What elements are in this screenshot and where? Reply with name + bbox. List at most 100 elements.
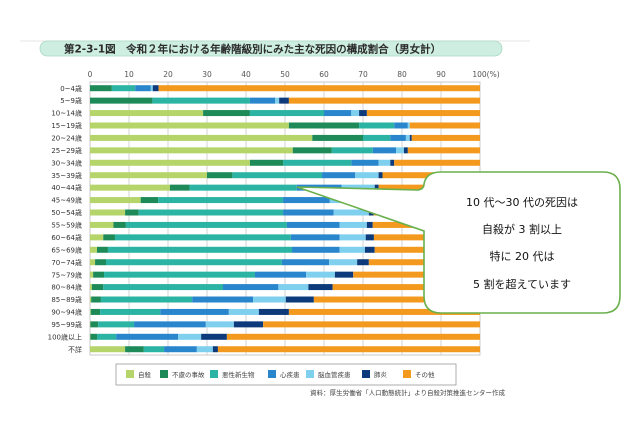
bar-segment xyxy=(90,321,98,327)
bar-segment xyxy=(115,234,291,240)
bar-segment xyxy=(91,309,100,315)
bar-segment xyxy=(340,222,367,228)
bar-segment xyxy=(218,346,480,352)
bar-segment xyxy=(90,160,250,166)
bar-segment xyxy=(90,284,92,290)
y-tick-label: 60~64歳 xyxy=(51,233,82,242)
bar-segment xyxy=(340,247,365,253)
x-tick-label: 0 xyxy=(88,70,93,79)
bar-row xyxy=(90,147,480,153)
legend-swatch xyxy=(306,370,314,378)
y-tick-label: 25~29歳 xyxy=(51,146,82,155)
bar-segment xyxy=(259,309,289,315)
bar-segment xyxy=(250,98,275,104)
bar-segment xyxy=(286,297,314,303)
bar-segment xyxy=(90,172,207,178)
bar-segment xyxy=(278,284,308,290)
bar-segment xyxy=(97,334,116,340)
callout-bubble: 10 代～30 代の死因は 自殺が 3 割以上 特に 20 代は 5 割を超えて… xyxy=(297,172,620,313)
legend-label: 悪性新生物 xyxy=(222,370,255,379)
bar-segment xyxy=(189,185,296,191)
bar-segment xyxy=(197,346,213,352)
x-tick-label: 30 xyxy=(202,70,212,79)
callout-shape xyxy=(297,172,620,313)
bar-segment xyxy=(125,210,139,216)
bar-row xyxy=(90,309,480,315)
bar-segment xyxy=(90,210,125,216)
legend-label: 心疾患 xyxy=(280,370,300,379)
bar-row xyxy=(90,110,480,116)
bar-segment xyxy=(293,147,332,153)
bar-row xyxy=(90,135,480,141)
y-tick-label: 40~44歳 xyxy=(51,183,82,192)
source-note: 資料：厚生労働省「人口動態統計」より自殺対策推進センター作成 xyxy=(310,388,505,397)
bar-segment xyxy=(104,272,255,278)
bar-segment xyxy=(275,98,279,104)
bar-segment xyxy=(227,334,480,340)
bar-segment xyxy=(90,110,203,116)
bar-segment xyxy=(112,85,135,91)
bar-segment xyxy=(90,85,112,91)
bar-segment xyxy=(263,321,480,327)
bar-row xyxy=(90,234,480,240)
bar-segment xyxy=(90,297,91,303)
legend-label: 肺炎 xyxy=(374,371,388,379)
bar-segment xyxy=(390,135,406,141)
x-tick-label: 50 xyxy=(280,70,290,79)
callout-line-3: 特に 20 代は xyxy=(490,249,555,263)
bar-segment xyxy=(90,259,95,265)
bar-segment xyxy=(408,122,410,128)
bar-segment xyxy=(159,85,480,91)
bar-segment xyxy=(306,272,335,278)
bar-segment xyxy=(355,172,378,178)
bar-segment xyxy=(283,160,351,166)
bar-segment xyxy=(410,122,480,128)
x-tick-label: 20 xyxy=(163,70,173,79)
bar-segment xyxy=(287,222,340,228)
x-tick-label: 40 xyxy=(241,70,251,79)
bar-segment xyxy=(93,272,104,278)
bar-segment xyxy=(90,309,91,315)
bar-segment xyxy=(98,321,134,327)
bar-segment xyxy=(213,346,218,352)
bar-segment xyxy=(192,297,253,303)
legend-label: 自殺 xyxy=(138,370,152,379)
bar-segment xyxy=(90,247,97,253)
bar-segment xyxy=(367,222,373,228)
y-tick-label: 95~99歳 xyxy=(51,320,82,329)
bar-segment xyxy=(101,297,192,303)
bar-segment xyxy=(292,247,340,253)
legend-swatch xyxy=(403,370,411,378)
bar-segment xyxy=(90,346,125,352)
bar-segment xyxy=(365,247,375,253)
bar-segment xyxy=(366,234,374,240)
bar-segment xyxy=(90,272,93,278)
bar-row xyxy=(90,297,480,303)
bar-segment xyxy=(90,185,170,191)
bar-segment xyxy=(373,147,396,153)
bar-segment xyxy=(289,98,480,104)
bar-segment xyxy=(135,85,151,91)
bar-row xyxy=(90,247,480,253)
bar-segment xyxy=(223,284,278,290)
bar-segment xyxy=(92,284,103,290)
bar-segment xyxy=(203,110,250,116)
bar-segment xyxy=(206,321,234,327)
y-tick-label: 50~54歳 xyxy=(51,208,82,217)
x-tick-label: 60 xyxy=(319,70,329,79)
bar-segment xyxy=(291,234,340,240)
y-tick-label: 90~94歳 xyxy=(51,308,82,317)
bar-segment xyxy=(113,222,125,228)
bar-segment xyxy=(351,110,359,116)
bar-segment xyxy=(394,122,408,128)
bar-row xyxy=(90,334,480,340)
y-axis-labels: 0~4歳5~9歳10~14歳15~19歳20~24歳25~29歳30~34歳35… xyxy=(48,84,82,354)
x-tick-label: 70 xyxy=(358,70,368,79)
bar-segment xyxy=(103,284,223,290)
bar-segment xyxy=(103,234,115,240)
bar-segment xyxy=(351,160,378,166)
bar-segment xyxy=(408,147,480,153)
bar-segment xyxy=(379,160,391,166)
